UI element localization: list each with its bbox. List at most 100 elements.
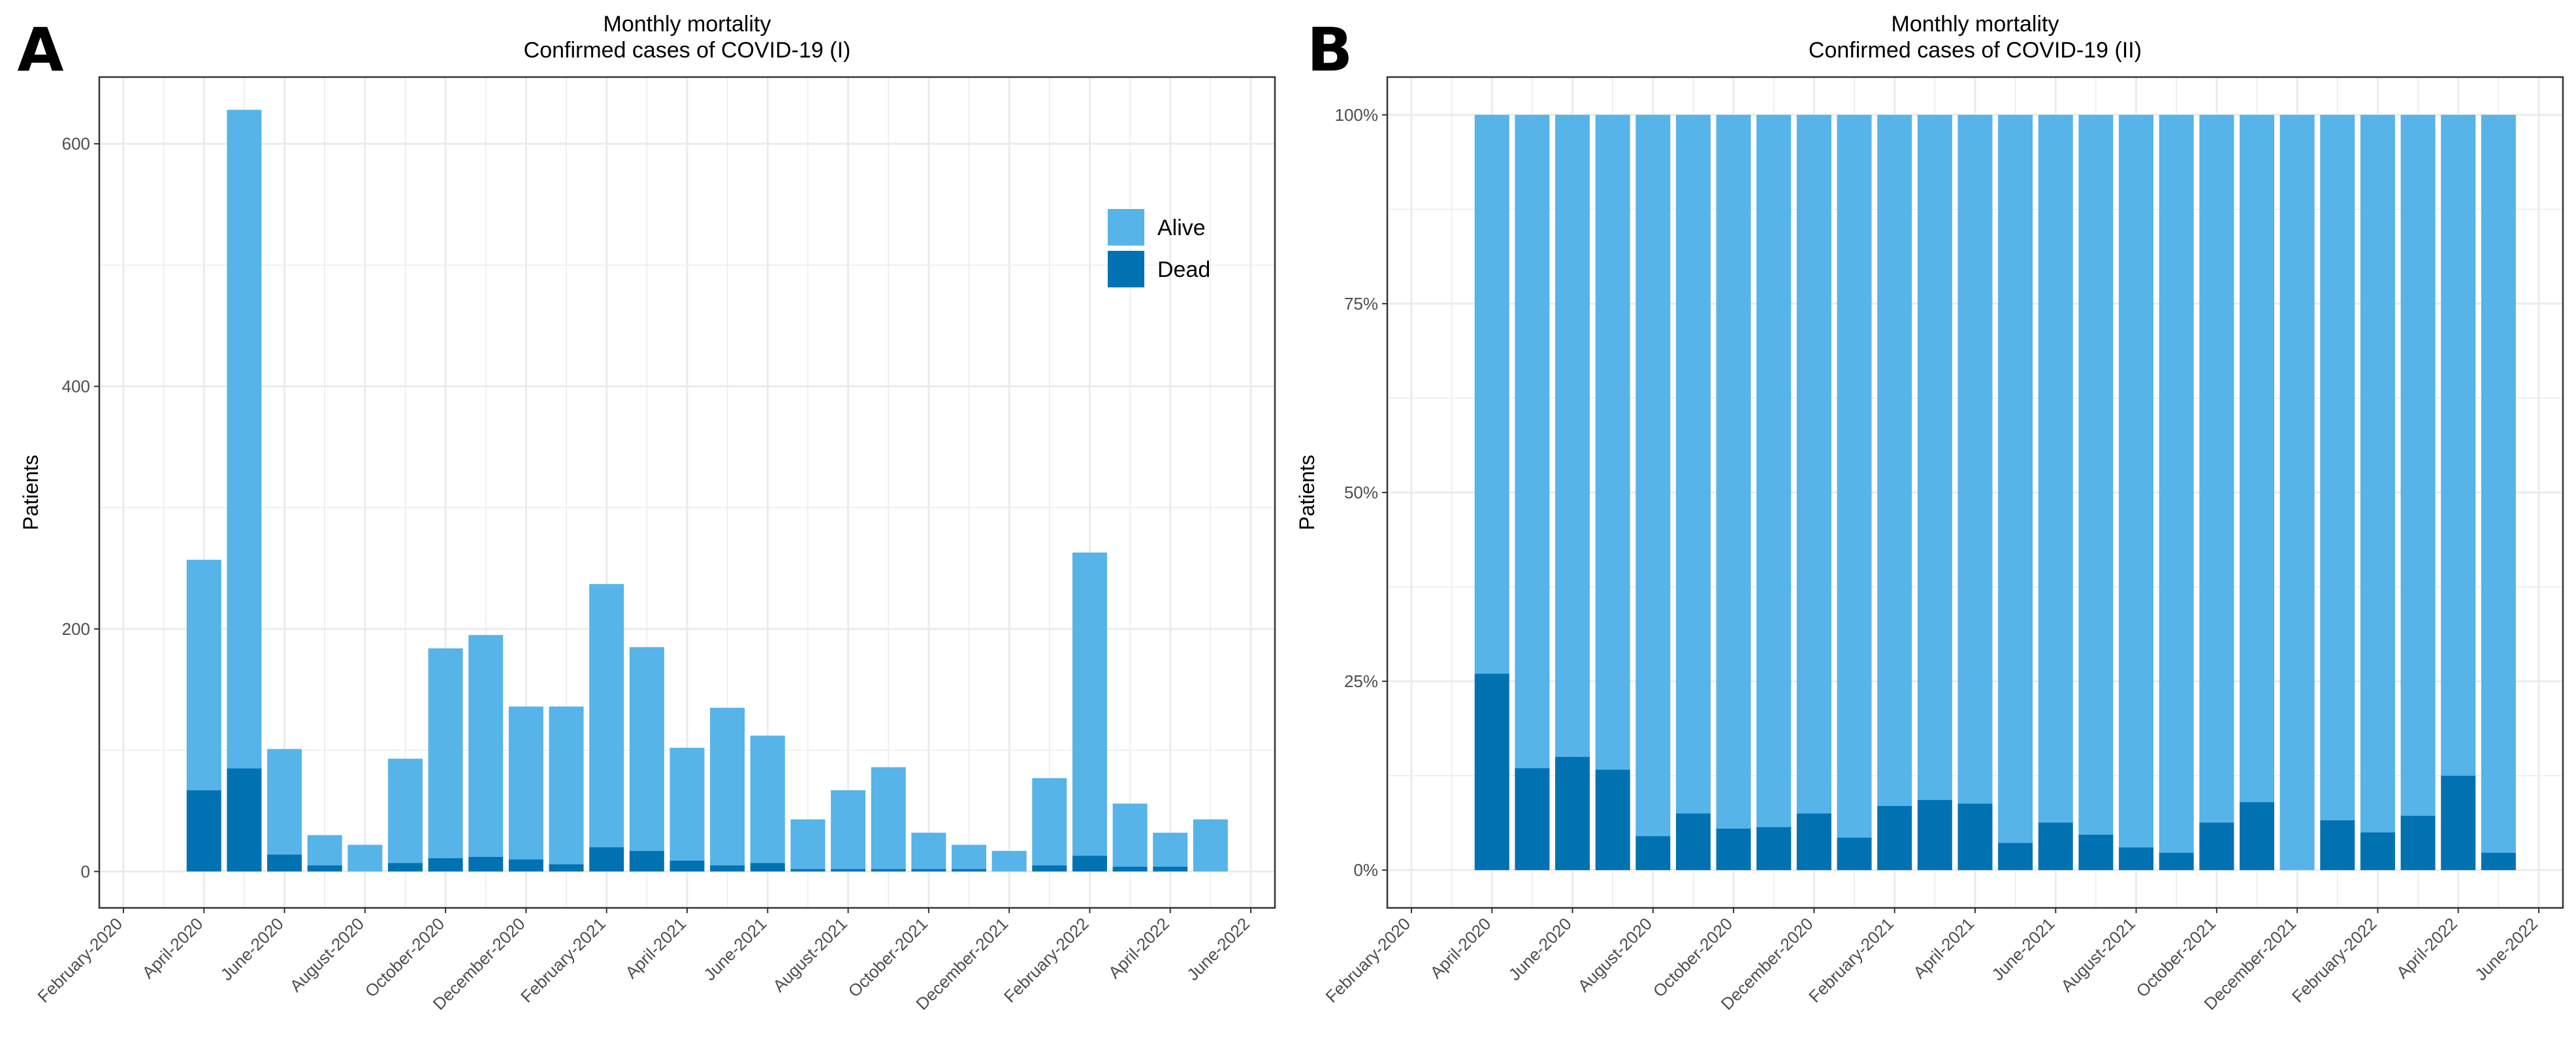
bar-dead [1957, 803, 1993, 871]
chart-subtitle: Confirmed cases of COVID-19 (II) [1809, 38, 2142, 63]
bar-dead [2240, 802, 2275, 871]
bar-alive [347, 845, 383, 872]
bar-alive [1998, 114, 2033, 843]
bar-dead [307, 865, 342, 872]
bar-dead [1595, 769, 1630, 871]
bar-dead [186, 790, 221, 872]
bar-dead [267, 854, 302, 872]
bar-dead [1153, 866, 1188, 872]
bar-alive [307, 835, 342, 866]
x-tick-label: February-2021 [1805, 914, 1897, 1007]
y-tick-label: 600 [62, 134, 90, 153]
bar-dead [1877, 805, 1912, 871]
chart-title: Monthly mortality [1892, 12, 2059, 37]
bar-dead [2360, 832, 2395, 871]
bar-dead [2441, 775, 2476, 871]
x-tick-label: October-2020 [1649, 914, 1737, 1001]
bar-dead [428, 858, 463, 872]
bar-alive [428, 648, 463, 858]
bar-alive [831, 790, 866, 869]
bar-alive [952, 845, 987, 869]
bar-alive [911, 832, 946, 869]
bar-alive [1837, 114, 1872, 838]
bar-alive [871, 767, 906, 869]
bar-dead [1032, 865, 1067, 872]
x-tick-label: April-2022 [1104, 914, 1173, 982]
bar-alive [1515, 114, 1550, 769]
bar-dead [1716, 828, 1751, 871]
bar-alive [750, 735, 785, 863]
bar-alive [710, 707, 745, 866]
bar-alive [1796, 114, 1831, 814]
bar-alive [1153, 832, 1188, 867]
x-tick-label: February-2022 [1000, 914, 1093, 1007]
y-tick-label: 0 [81, 862, 90, 881]
bar-alive [669, 747, 705, 861]
x-tick-label: February-2022 [2288, 914, 2381, 1007]
bar-dead [750, 863, 785, 872]
bar-alive [2400, 114, 2436, 816]
x-tick-label: October-2021 [2132, 914, 2219, 1001]
bar-alive [1072, 552, 1107, 856]
bar-alive [2240, 114, 2275, 803]
bar-dead [227, 768, 262, 872]
bar-dead [1635, 836, 1671, 871]
bar-dead [2038, 822, 2073, 871]
x-tick-label: April-2021 [621, 914, 690, 982]
legend-label-dead: Dead [1157, 257, 1210, 282]
bar-dead [2320, 820, 2355, 871]
bar-dead [1756, 827, 1792, 871]
bar-dead [468, 857, 504, 872]
x-tick-label: February-2021 [517, 914, 609, 1007]
bar-alive [2320, 114, 2355, 820]
bar-alive [1595, 114, 1630, 770]
bar-dead [1796, 813, 1831, 871]
x-tick-label: June-2021 [700, 914, 770, 984]
plot-border [98, 76, 1276, 909]
y-tick-label: 100% [1335, 105, 1379, 125]
bar-alive [1675, 114, 1711, 814]
bar-dead [1515, 768, 1550, 871]
bar-alive [2441, 114, 2476, 776]
bar-dead [1072, 856, 1107, 872]
bar-dead [871, 869, 906, 872]
bar-alive [2159, 114, 2194, 853]
bar-alive [2119, 114, 2154, 848]
panel-letter: A [17, 15, 63, 85]
bar-alive [790, 819, 826, 869]
bar-dead [1917, 799, 1952, 871]
y-tick-label: 200 [62, 619, 90, 639]
x-tick-label: February-2020 [33, 914, 126, 1007]
bar-alive [1032, 778, 1067, 866]
bar-dead [387, 863, 423, 872]
x-tick-label: August-2020 [1574, 914, 1656, 995]
bar-dead [1555, 756, 1590, 871]
bar-alive [991, 850, 1027, 872]
x-tick-label: June-2022 [1183, 914, 1253, 984]
y-tick-label: 50% [1344, 483, 1378, 502]
legend-key-alive [1108, 209, 1144, 246]
x-tick-label: October-2021 [844, 914, 931, 1001]
bar-alive [508, 706, 543, 860]
bar-alive [1877, 114, 1912, 806]
bar-alive [549, 706, 584, 865]
y-tick-label: 0% [1353, 860, 1378, 880]
bar-dead [2400, 815, 2436, 871]
bar-dead [629, 850, 664, 872]
bar-alive [267, 749, 302, 855]
y-axis-label: Patients [1295, 455, 1319, 530]
bar-dead [790, 869, 826, 872]
bar-dead [589, 847, 624, 872]
panel-letter: B [1307, 15, 1353, 85]
bar-alive [387, 758, 423, 863]
x-tick-label: April-2020 [1426, 914, 1495, 982]
bar-dead [2199, 822, 2234, 871]
y-tick-label: 75% [1344, 294, 1378, 314]
bar-dead [508, 859, 543, 872]
bar-alive [1756, 114, 1792, 828]
bar-dead [549, 864, 584, 872]
bar-alive [1112, 803, 1148, 867]
